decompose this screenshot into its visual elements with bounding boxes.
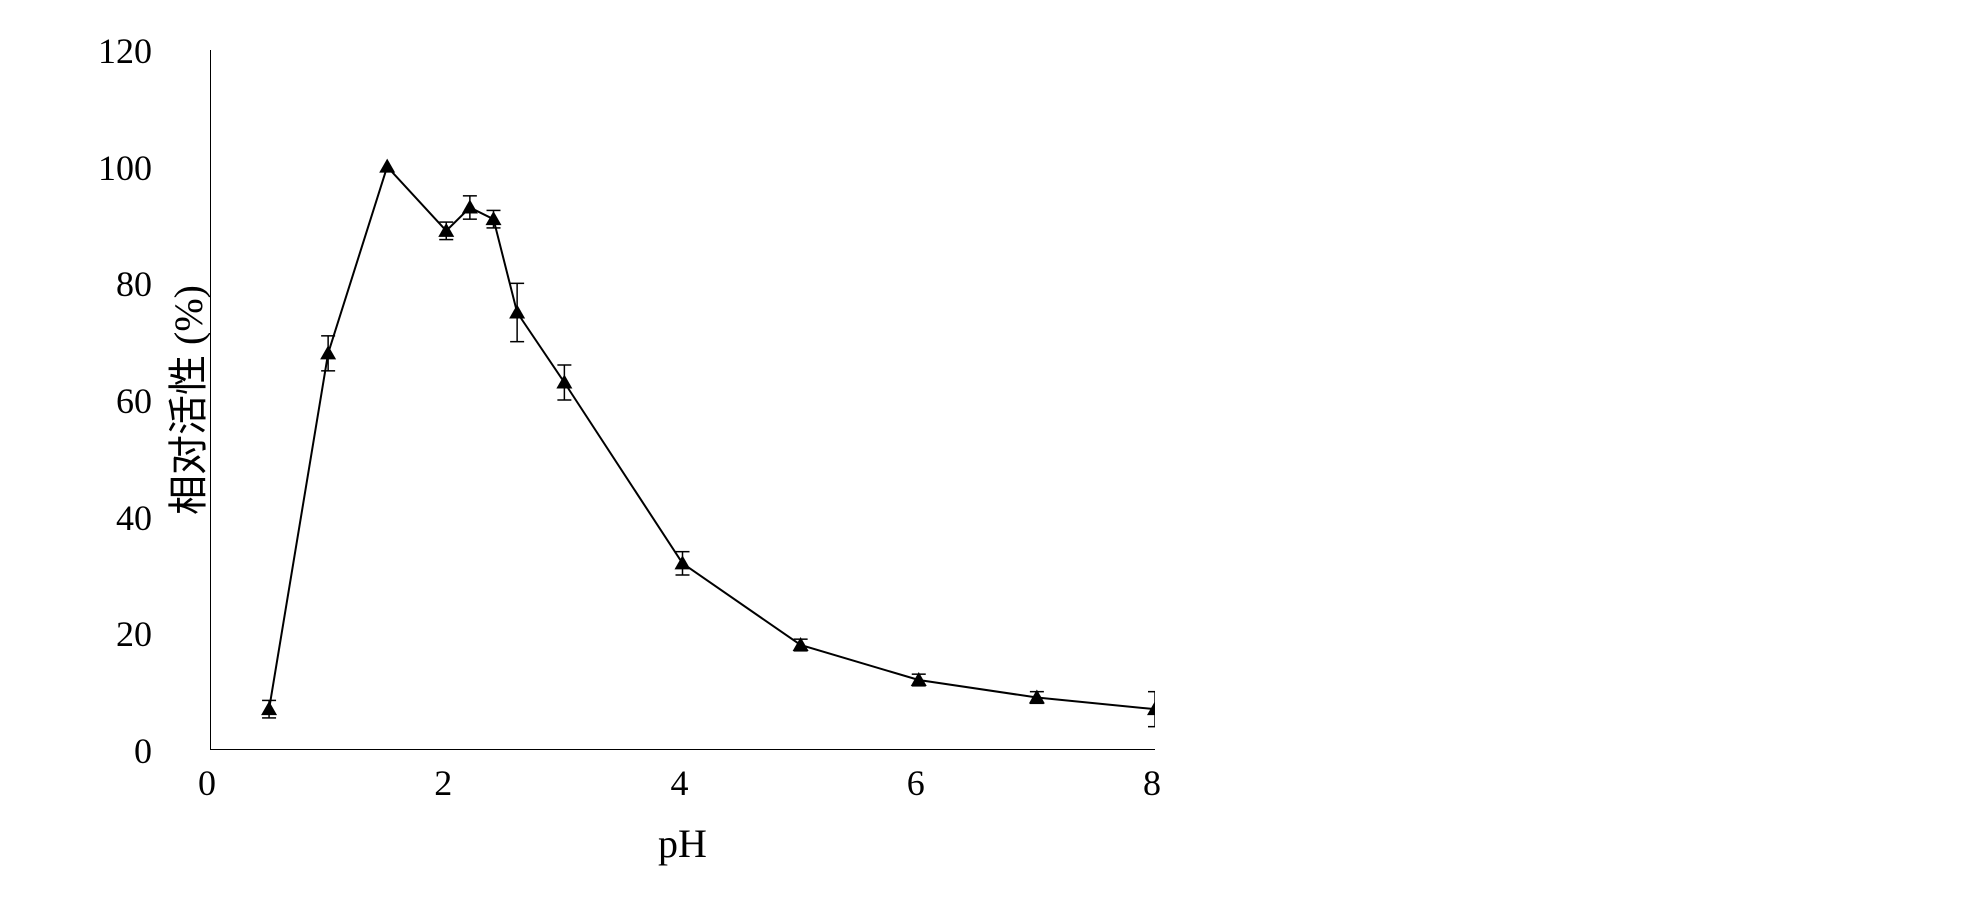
y-tick-label: 80 [116,263,152,305]
x-tick-label: 6 [907,762,925,804]
data-marker [509,305,525,319]
y-tick-label: 60 [116,380,152,422]
x-tick-label: 4 [671,762,689,804]
chart-container: 0 20 40 60 80 100 120 0 2 4 6 8 相对活性 (%) pH [20,20,1953,887]
y-tick-label: 0 [134,730,152,772]
axes-group [210,50,1155,750]
x-tick-label: 0 [198,762,216,804]
x-tick-label: 8 [1143,762,1161,804]
data-marker [261,701,277,715]
data-marker [379,159,395,173]
y-tick-label: 120 [98,30,152,72]
x-tick-label: 2 [434,762,452,804]
data-group [261,159,1155,727]
data-marker [462,200,478,214]
y-tick-label: 20 [116,613,152,655]
y-tick-label: 40 [116,497,152,539]
data-marker [675,555,691,569]
y-tick-label: 100 [98,147,152,189]
ticks-group [210,50,1155,750]
data-marker [556,375,572,389]
x-axis-title: pH [210,820,1155,867]
data-marker [320,345,336,359]
data-marker [486,211,502,225]
plot-svg [210,50,1155,750]
y-axis-title: 相对活性 (%) [156,285,214,515]
